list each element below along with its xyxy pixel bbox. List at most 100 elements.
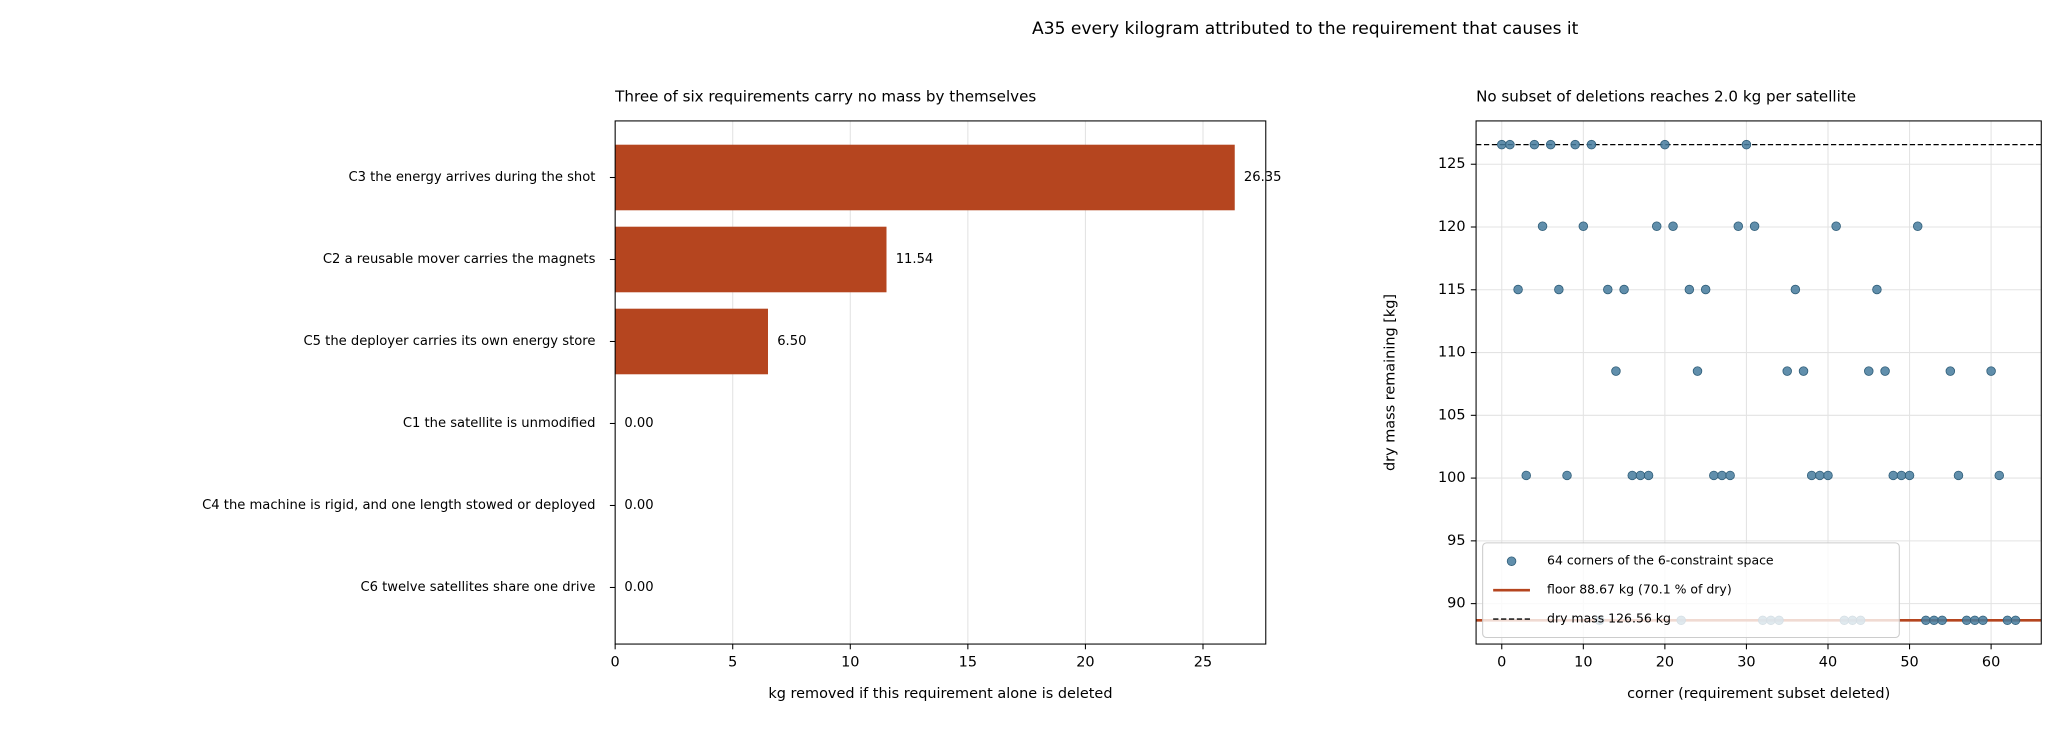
- bar: [615, 226, 887, 293]
- scatter-point: [1521, 470, 1531, 481]
- legend-box: [1482, 542, 1900, 639]
- legend-label: 64 corners of the 6-constraint space: [1547, 553, 1774, 568]
- scatter-point: [1782, 366, 1792, 376]
- x-tick-label: 15: [959, 654, 977, 670]
- x-tick-label: 20: [1656, 654, 1674, 670]
- scatter-point: [2010, 615, 2021, 626]
- scatter-point: [1733, 221, 1744, 231]
- scatter-point: [1798, 366, 1809, 376]
- scatter-point: [1529, 139, 1540, 150]
- x-tick-label: 0: [1497, 654, 1506, 670]
- legend-marker: [1506, 556, 1517, 566]
- axes-frame: [614, 120, 1267, 645]
- legend-label: floor 88.67 kg (70.1 % of dry): [1547, 582, 1732, 597]
- scatter-point: [1864, 366, 1874, 376]
- x-axis-label: kg removed if this requirement alone is …: [768, 686, 1112, 702]
- scatter-point: [1700, 284, 1711, 295]
- scatter-point: [1912, 221, 1923, 231]
- x-tick-label: 20: [1076, 654, 1094, 670]
- x-tick-label: 10: [841, 654, 859, 670]
- x-tick-label: 60: [1982, 654, 2000, 670]
- scatter-point: [1692, 366, 1703, 376]
- subplot-title: No subset of deletions reaches 2.0 kg pe…: [1476, 88, 1856, 106]
- scatter-point: [1929, 615, 1939, 626]
- bar: [615, 308, 768, 375]
- y-tick-label: 110: [1438, 345, 1466, 361]
- scatter-point: [1880, 366, 1890, 376]
- category-label: C4 the machine is rigid, and one length …: [202, 498, 595, 513]
- x-tick-label: 50: [1900, 654, 1918, 670]
- scatter-point: [1970, 615, 1980, 626]
- y-tick-label: 90: [1447, 596, 1465, 612]
- y-tick-label: 95: [1447, 533, 1465, 549]
- y-tick-label: 115: [1438, 282, 1466, 298]
- y-tick-label: 125: [1438, 156, 1466, 172]
- value-label: 6.50: [777, 334, 806, 349]
- scatter-point: [1790, 284, 1801, 295]
- x-tick-label: 10: [1574, 654, 1592, 670]
- figure-title: A35 every kilogram attributed to the req…: [1032, 19, 1579, 39]
- value-label: 26.35: [1244, 170, 1282, 185]
- y-axis-label: dry mass remaining [kg]: [1383, 294, 1399, 471]
- scatter-point: [1831, 221, 1841, 231]
- scatter-point: [1651, 221, 1662, 231]
- scatter-point: [1578, 221, 1589, 231]
- scatter-point: [1513, 284, 1523, 295]
- value-label: 0.00: [624, 498, 653, 513]
- scatter-point: [1815, 470, 1825, 481]
- scatter-point: [1937, 615, 1947, 626]
- scatter-point: [1545, 139, 1556, 150]
- scatter-point: [1978, 615, 1988, 626]
- scatter-point: [1603, 284, 1613, 295]
- category-label: C2 a reusable mover carries the magnets: [323, 252, 596, 267]
- bar: [615, 144, 1235, 211]
- category-label: C5 the deployer carries its own energy s…: [304, 334, 596, 349]
- scatter-point: [1562, 470, 1572, 481]
- scatter-point: [1904, 470, 1915, 481]
- y-tick-label: 100: [1438, 470, 1466, 486]
- scatter-point: [1554, 284, 1564, 295]
- scatter-point: [1888, 470, 1898, 481]
- scatter-point: [1643, 470, 1654, 481]
- scatter-point: [1823, 470, 1833, 481]
- scatter-point: [1741, 139, 1752, 150]
- x-tick-label: 25: [1194, 654, 1212, 670]
- scatter-point: [1749, 221, 1760, 231]
- scatter-point: [1896, 470, 1907, 481]
- scatter-point: [1986, 366, 1996, 376]
- scatter-point: [1717, 470, 1727, 481]
- scatter-point: [1921, 615, 1931, 626]
- scatter-point: [1725, 470, 1735, 481]
- category-label: C3 the energy arrives during the shot: [348, 170, 595, 185]
- scatter-point: [1586, 139, 1597, 150]
- scatter-point: [1611, 366, 1621, 376]
- value-label: 0.00: [624, 416, 653, 431]
- scatter-point: [1660, 139, 1670, 150]
- scatter-point: [1668, 221, 1678, 231]
- scatter-point: [1627, 470, 1637, 481]
- x-axis-label: corner (requirement subset deleted): [1627, 686, 1890, 702]
- scatter-point: [1619, 284, 1629, 295]
- category-label: C6 twelve satellites share one drive: [360, 580, 595, 595]
- subplot-title: Three of six requirements carry no mass …: [614, 88, 1036, 106]
- scatter-point: [1945, 366, 1956, 376]
- scatter-point: [1806, 470, 1817, 481]
- scatter-point: [1709, 470, 1719, 481]
- scatter-point: [1994, 470, 2004, 481]
- scatter-point: [1497, 139, 1507, 150]
- x-tick-label: 40: [1819, 654, 1837, 670]
- x-tick-label: 5: [728, 654, 737, 670]
- scatter-point: [1635, 470, 1646, 481]
- value-label: 0.00: [624, 580, 653, 595]
- legend-label: dry mass 126.56 kg: [1547, 611, 1671, 626]
- scatter-point: [1953, 470, 1964, 481]
- scatter-point: [1570, 139, 1580, 150]
- axes-frame: [1475, 120, 2042, 645]
- x-tick-label: 0: [611, 654, 620, 670]
- x-tick-label: 30: [1737, 654, 1755, 670]
- value-label: 11.54: [896, 252, 934, 267]
- scatter-point: [2002, 615, 2013, 626]
- y-tick-label: 120: [1438, 219, 1466, 235]
